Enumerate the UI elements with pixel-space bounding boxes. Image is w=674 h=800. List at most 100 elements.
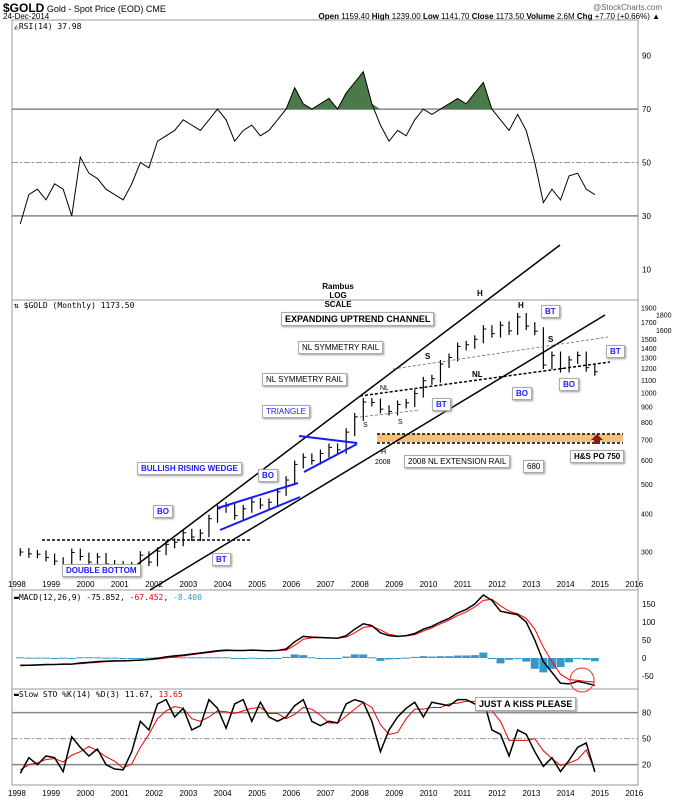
rsi-legend: ◭RSI(14) 37.98	[14, 22, 81, 31]
rsi-title: RSI(14) 37.98	[18, 22, 82, 31]
year-label-top: 2010	[420, 580, 438, 589]
high-label: High	[371, 12, 390, 21]
sto-title: Slow STO %K(14) %D(3)	[18, 690, 120, 699]
histogram-bar	[496, 658, 505, 664]
rsi-overbought-fill	[20, 71, 595, 110]
price-title: $GOLD (Monthly) 1173.50	[23, 301, 135, 310]
open-value: 1159.40	[341, 12, 370, 21]
histogram-bar	[479, 652, 488, 658]
histogram-bar	[530, 658, 539, 669]
price-tick-label: 1000	[641, 390, 657, 397]
shoulder-label-4: S	[398, 419, 403, 426]
histogram-bar	[350, 654, 359, 658]
year-label-bottom: 2011	[454, 789, 472, 798]
year-label-top: 2009	[385, 580, 403, 589]
rsi-icon: ◭	[14, 22, 19, 31]
histogram-bar	[367, 657, 376, 659]
bo-callout-4: BO	[559, 378, 579, 391]
histogram-bar	[547, 658, 556, 669]
histogram-bar	[410, 656, 419, 658]
year-label-bottom: 1998	[8, 789, 26, 798]
histogram-bar	[427, 656, 436, 658]
histogram-bar	[76, 657, 85, 659]
histogram-bar	[505, 658, 514, 660]
histogram-bar	[59, 657, 68, 659]
price-tick-label: 700	[641, 438, 653, 445]
sto-tick-label: 50	[642, 735, 651, 744]
triangle-callout: TRIANGLE	[262, 405, 311, 418]
histogram-bar	[299, 655, 308, 658]
year-label-bottom: 2006	[282, 789, 300, 798]
histogram-bar	[230, 658, 239, 659]
histogram-bar	[33, 657, 42, 659]
double-bottom-callout: DOUBLE BOTTOM	[62, 564, 141, 577]
triangle-lower-line	[303, 443, 358, 473]
histogram-bar	[16, 657, 25, 659]
histogram-bar	[222, 657, 231, 659]
price-tick-label: 1800	[656, 313, 672, 320]
low-value: 1141.70	[441, 12, 470, 21]
exchange: CME	[145, 4, 166, 14]
histogram-bar	[204, 657, 213, 659]
hs-po-callout: H&S PO 750	[570, 450, 625, 463]
macd-legend: ▬MACD(12,26,9) -75.852, -67.452, -8.400	[14, 593, 202, 602]
neckline-label-1: NL	[472, 370, 483, 379]
year-label-top: 2016	[625, 580, 643, 589]
histogram-bar	[342, 656, 351, 658]
macd-title: MACD(12,26,9)	[18, 593, 82, 602]
symmetry-rail-lower	[359, 409, 421, 418]
wedge-callout: BULLISH RISING WEDGE	[137, 462, 242, 475]
price-tick-label: 600	[641, 458, 653, 465]
year-label-bottom: 1999	[42, 789, 60, 798]
histogram-bar	[590, 658, 599, 662]
histogram-bar	[256, 658, 265, 659]
macd-tick-label: 150	[642, 600, 656, 609]
histogram-bar	[573, 658, 582, 660]
bo-callout-2: BO	[258, 469, 278, 482]
shoulder-label-3: S	[363, 422, 368, 429]
high-value: 1239.00	[391, 12, 421, 21]
histogram-bar	[582, 658, 591, 660]
macd-tick-label: 100	[642, 618, 656, 627]
year-label-top: 2012	[488, 580, 506, 589]
histogram-bar	[213, 657, 222, 659]
signal-line	[20, 598, 595, 683]
year-label-bottom: 2007	[317, 789, 335, 798]
year-label-bottom: 2016	[625, 789, 643, 798]
neckline-label-2: NL	[380, 385, 389, 392]
histogram-bar	[136, 658, 145, 659]
histogram-bar	[119, 658, 128, 659]
ohlc-readout: Open 1159.40 High 1239.00 Low 1141.70 Cl…	[318, 12, 660, 21]
year-label-top: 1998	[8, 580, 26, 589]
histogram-bar	[445, 656, 454, 658]
signal-last: -67.452	[129, 593, 164, 602]
price-tick-label: 900	[641, 404, 653, 411]
sto-k-line	[19, 698, 596, 774]
histogram-bar	[170, 656, 179, 658]
close-value: 1173.50	[495, 12, 525, 21]
rsi-tick-label: 10	[642, 265, 651, 274]
head-label-1: H	[477, 289, 483, 298]
support-band	[377, 434, 623, 442]
histogram-last: -8.400	[173, 593, 202, 602]
year-label-top: 2004	[214, 580, 232, 589]
year-label-bottom: 2004	[214, 789, 232, 798]
watermark: @StockCharts.com	[592, 3, 662, 12]
year-label-top: 2003	[180, 580, 198, 589]
histogram-bar	[393, 658, 402, 659]
histogram-bar	[50, 658, 59, 659]
histogram-bar	[522, 658, 531, 662]
head-label-2: H	[518, 301, 524, 310]
histogram-bar	[144, 657, 153, 659]
macd-tick-label: -50	[642, 672, 654, 681]
histogram-bar	[453, 655, 462, 658]
wedge-lower-line	[219, 496, 301, 531]
histogram-bar	[556, 658, 565, 667]
rsi-tick-label: 30	[642, 212, 651, 221]
histogram-bar	[127, 658, 136, 659]
year-label-bottom: 2005	[248, 789, 266, 798]
year-label-top: 2002	[145, 580, 163, 589]
macd-tick-label: 0	[642, 654, 647, 663]
histogram-bar	[42, 657, 51, 659]
